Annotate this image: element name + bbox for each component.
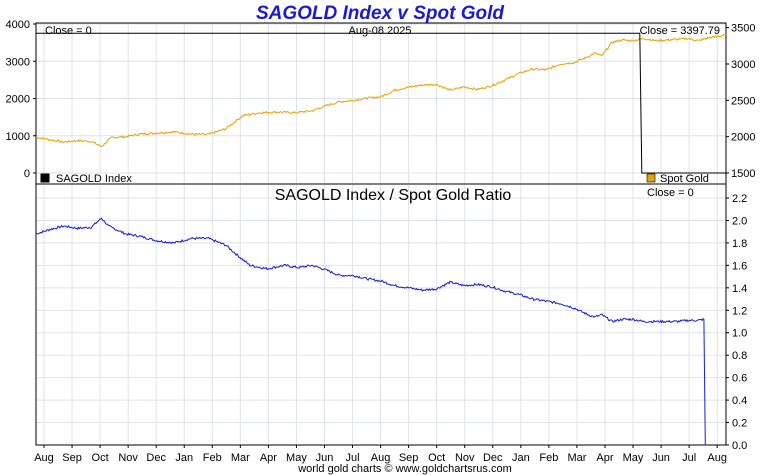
legend-swatch-sagold	[40, 173, 50, 183]
x-tick-label: Jul	[682, 452, 696, 464]
top-left-axis: 0 1000 2000 3000 4000	[6, 19, 36, 180]
x-tick-label: Dec	[146, 452, 166, 464]
x-tick-label: Aug	[34, 452, 54, 464]
top-panel-grid	[36, 23, 726, 183]
left-tick-label: 3000	[6, 56, 30, 68]
ratio-tick-label: 2.2	[732, 193, 747, 205]
chart-title: SAGOLD Index v Spot Gold	[256, 3, 504, 24]
x-tick-label: Apr	[260, 452, 277, 464]
bottom-series-layer	[35, 217, 706, 446]
x-tick-label: Feb	[203, 452, 222, 464]
bottom-panel-grid	[36, 185, 726, 446]
series-line-spot-gold	[36, 33, 727, 148]
x-axis: Aug Sep Oct Nov Dec Jan Feb Mar Apr May Jun Jul Aug S…	[34, 445, 727, 464]
legend-label-spot-gold: Spot Gold	[660, 173, 709, 185]
series-line-ratio	[35, 217, 706, 446]
x-tick-label: Oct	[92, 452, 109, 464]
left-close-readout: Close = 0	[45, 25, 92, 37]
x-tick-label: Nov	[455, 452, 475, 464]
x-tick-label: Aug	[371, 452, 391, 464]
top-series-layer	[36, 32, 727, 174]
x-tick-label: Apr	[596, 452, 613, 464]
left-tick-label: 0	[24, 168, 30, 180]
right-tick-label: 2500	[731, 95, 755, 107]
x-tick-label: May	[623, 452, 644, 464]
legend-label-sagold: SAGOLD Index	[56, 173, 132, 185]
x-tick-label: May	[286, 452, 307, 464]
x-tick-label: Jul	[346, 452, 360, 464]
ratio-tick-label: 0.8	[732, 350, 747, 362]
x-tick-label: Jan	[512, 452, 530, 464]
ratio-tick-label: 1.0	[732, 328, 747, 340]
ratio-subtitle: SAGOLD Index / Spot Gold Ratio	[275, 187, 512, 204]
x-tick-label: Nov	[118, 452, 138, 464]
right-tick-label: 2000	[731, 132, 755, 144]
left-tick-label: 4000	[6, 19, 30, 31]
series-line-sagold-index	[36, 32, 726, 174]
ratio-tick-label: 2.0	[732, 215, 747, 227]
x-tick-label: Dec	[483, 452, 503, 464]
x-tick-label: Jun	[652, 452, 670, 464]
x-tick-label: Mar	[567, 452, 586, 464]
left-tick-label: 2000	[6, 94, 30, 106]
footer-credit: world gold charts © www.goldchartsrus.co…	[297, 463, 512, 475]
bottom-right-axis: 0.0 0.2 0.4 0.6 0.8 1.0 1.2 1.4 1.6 1.8 2.0 2.2	[726, 193, 747, 452]
x-tick-label: Jun	[316, 452, 334, 464]
x-tick-label: Aug	[707, 452, 727, 464]
right-tick-label: 3500	[731, 23, 755, 35]
x-tick-label: Feb	[539, 452, 558, 464]
x-tick-label: Sep	[62, 452, 82, 464]
right-tick-label: 1500	[731, 168, 755, 180]
right-close-readout: Close = 3397.79	[640, 25, 720, 37]
right-tick-label: 3000	[731, 59, 755, 71]
ratio-tick-label: 1.6	[732, 260, 747, 272]
left-tick-label: 1000	[6, 131, 30, 143]
x-tick-label: Sep	[399, 452, 419, 464]
ratio-tick-label: 0.2	[732, 418, 747, 430]
top-right-axis: 1500 2000 2500 3000 3500	[726, 23, 755, 180]
legend-swatch-spot-gold	[646, 173, 656, 183]
x-tick-label: Mar	[231, 452, 250, 464]
x-tick-label: Oct	[428, 452, 445, 464]
x-tick-label: Jan	[175, 452, 193, 464]
ratio-tick-label: 0.4	[732, 395, 747, 407]
ratio-tick-label: 0.6	[732, 373, 747, 385]
ratio-tick-label: 1.4	[732, 283, 747, 295]
ratio-close-readout: Close = 0	[647, 187, 694, 199]
date-label: Aug-08 2025	[349, 25, 412, 37]
ratio-tick-label: 0.0	[732, 440, 747, 452]
ratio-tick-label: 1.2	[732, 305, 747, 317]
ratio-tick-label: 1.8	[732, 238, 747, 250]
